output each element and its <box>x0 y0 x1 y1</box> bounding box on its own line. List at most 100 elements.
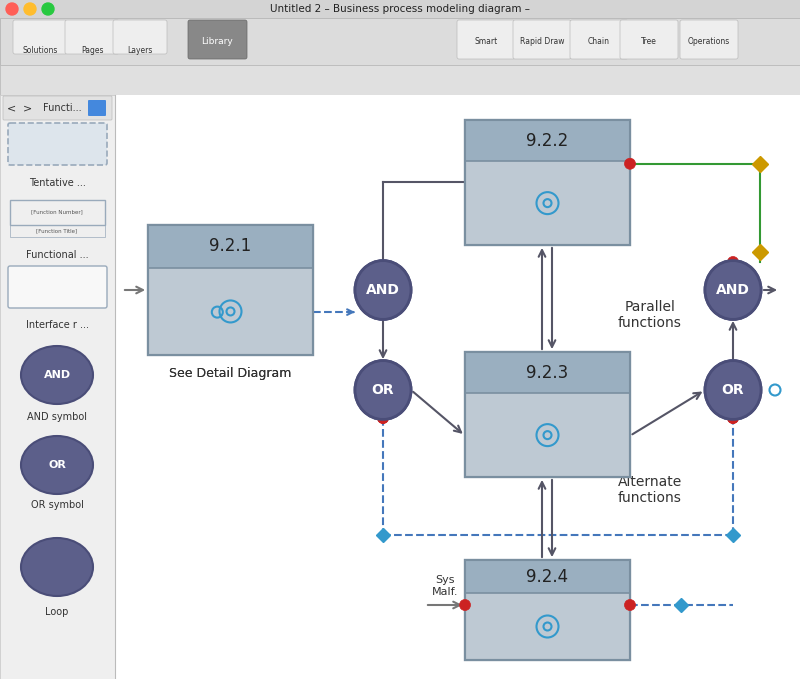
Bar <box>10 225 105 237</box>
Circle shape <box>378 413 389 424</box>
Text: 9.2.4: 9.2.4 <box>526 568 569 585</box>
Bar <box>0 95 115 679</box>
Bar <box>0 0 800 18</box>
FancyBboxPatch shape <box>13 20 67 54</box>
Circle shape <box>378 413 389 424</box>
Bar <box>465 560 630 660</box>
FancyBboxPatch shape <box>570 20 628 59</box>
Text: AND: AND <box>366 283 400 297</box>
Text: 9.2.3: 9.2.3 <box>526 364 569 382</box>
Text: OR: OR <box>372 383 394 397</box>
Text: Tree: Tree <box>641 37 657 46</box>
Text: AND: AND <box>716 283 750 297</box>
FancyBboxPatch shape <box>620 20 678 59</box>
Circle shape <box>727 413 738 424</box>
Text: Operations: Operations <box>688 37 730 46</box>
Text: [Function Title]: [Function Title] <box>37 229 78 234</box>
Text: Alternate
functions: Alternate functions <box>618 475 682 505</box>
Circle shape <box>625 600 635 610</box>
Bar <box>0 18 800 65</box>
Text: Parallel
functions: Parallel functions <box>618 300 682 330</box>
Circle shape <box>727 257 738 268</box>
Text: Rapid Draw: Rapid Draw <box>520 37 564 46</box>
Ellipse shape <box>705 361 761 420</box>
Bar <box>115 95 800 679</box>
Text: Layers: Layers <box>127 46 153 55</box>
Bar <box>465 560 630 660</box>
Bar <box>465 560 630 660</box>
Text: Solutions: Solutions <box>22 46 58 55</box>
Bar <box>465 560 630 660</box>
Circle shape <box>625 158 635 169</box>
Text: 9.2.4: 9.2.4 <box>526 568 569 585</box>
Ellipse shape <box>355 261 411 319</box>
Text: >: > <box>23 103 33 113</box>
Text: Functi...: Functi... <box>42 103 82 113</box>
Bar <box>465 120 630 245</box>
FancyBboxPatch shape <box>188 20 247 59</box>
Bar <box>148 225 313 355</box>
Circle shape <box>459 600 470 610</box>
FancyBboxPatch shape <box>8 123 107 165</box>
Ellipse shape <box>355 361 411 420</box>
Text: AND: AND <box>366 283 400 297</box>
Text: Pages: Pages <box>81 46 103 55</box>
Text: Smart: Smart <box>474 37 498 46</box>
Bar <box>465 120 630 245</box>
Circle shape <box>24 3 36 15</box>
FancyBboxPatch shape <box>3 96 112 120</box>
Text: Tentative ...: Tentative ... <box>29 178 86 188</box>
Text: <: < <box>7 103 17 113</box>
Bar <box>465 352 630 477</box>
Circle shape <box>727 413 738 424</box>
Ellipse shape <box>705 261 761 319</box>
Bar <box>148 225 313 355</box>
Bar <box>148 225 313 355</box>
Bar <box>465 120 630 245</box>
Text: Library: Library <box>201 37 233 46</box>
Text: 9.2.2: 9.2.2 <box>526 132 569 149</box>
Ellipse shape <box>355 361 411 420</box>
Text: Sys
Malf.: Sys Malf. <box>432 575 458 597</box>
Bar <box>465 560 630 593</box>
Bar <box>465 120 630 161</box>
FancyBboxPatch shape <box>680 20 738 59</box>
FancyBboxPatch shape <box>88 100 106 116</box>
Bar <box>148 225 313 268</box>
Ellipse shape <box>21 436 93 494</box>
Bar <box>465 120 630 245</box>
Bar <box>465 352 630 477</box>
Text: 9.2.2: 9.2.2 <box>526 132 569 149</box>
Text: 9.2.1: 9.2.1 <box>210 238 252 255</box>
Bar <box>0 65 800 95</box>
Ellipse shape <box>355 261 411 319</box>
Text: See Detail Diagram: See Detail Diagram <box>170 367 292 380</box>
FancyBboxPatch shape <box>65 20 119 54</box>
Bar <box>148 225 313 355</box>
Text: [Function Number]: [Function Number] <box>31 210 83 215</box>
Text: Untitled 2 – Business process modeling diagram –: Untitled 2 – Business process modeling d… <box>270 4 530 14</box>
Text: See Detail Diagram: See Detail Diagram <box>170 367 292 380</box>
FancyBboxPatch shape <box>457 20 515 59</box>
Text: 9.2.1: 9.2.1 <box>210 238 252 255</box>
Circle shape <box>6 3 18 15</box>
Bar <box>465 352 630 477</box>
Text: AND symbol: AND symbol <box>27 412 87 422</box>
Text: OR: OR <box>722 383 744 397</box>
Text: Loop: Loop <box>46 607 69 617</box>
Bar <box>465 352 630 393</box>
Text: Chain: Chain <box>588 37 610 46</box>
Bar <box>148 225 313 268</box>
Ellipse shape <box>705 361 761 420</box>
Bar <box>465 352 630 393</box>
Text: OR: OR <box>722 383 744 397</box>
Ellipse shape <box>21 346 93 404</box>
Ellipse shape <box>21 538 93 596</box>
Text: Functional ...: Functional ... <box>26 250 88 260</box>
FancyBboxPatch shape <box>513 20 571 59</box>
Bar <box>465 560 630 593</box>
Text: OR: OR <box>372 383 394 397</box>
FancyBboxPatch shape <box>113 20 167 54</box>
Text: OR symbol: OR symbol <box>30 500 83 510</box>
Text: AND: AND <box>43 370 70 380</box>
